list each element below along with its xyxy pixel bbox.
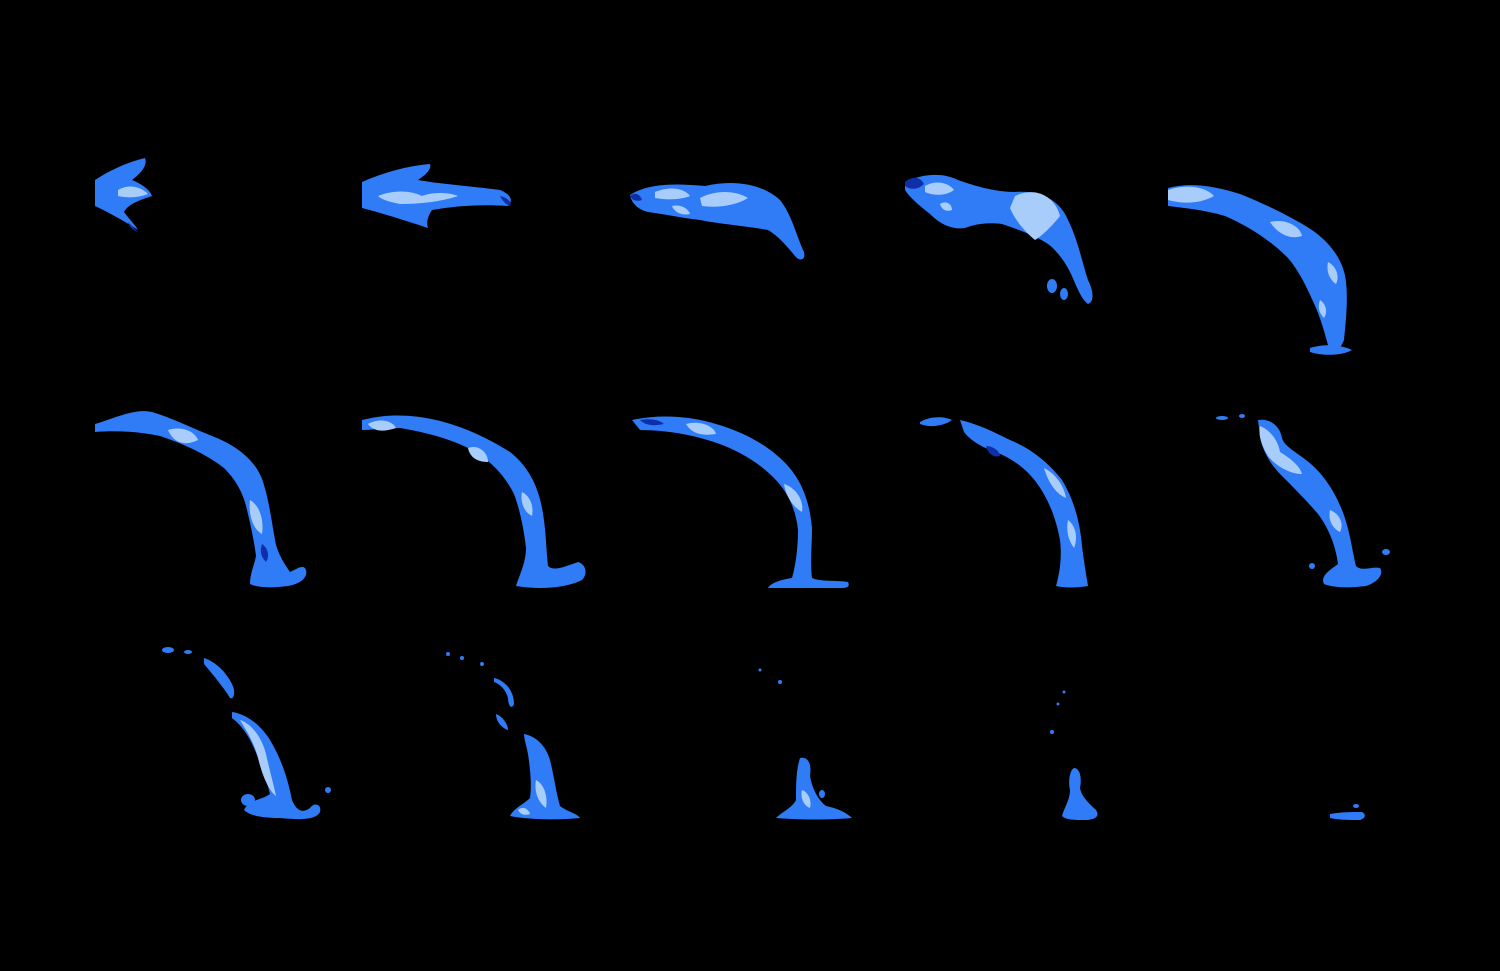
frame-9-water-stream-thinning <box>920 417 1088 588</box>
frame-5-water-stream-touching-ground <box>1168 185 1352 355</box>
frame-15-water-puddle-remnant <box>1330 804 1365 820</box>
frame-14-water-splash-smaller <box>1050 690 1098 820</box>
frame-1-water-jet-emerging <box>95 158 152 232</box>
frame-6-water-stream-splash <box>95 411 307 588</box>
frame-4-water-jet-arc-dripping <box>905 174 1093 304</box>
frame-12-water-droplets-scattered <box>446 652 580 820</box>
frame-2-water-jet-extending <box>362 164 511 228</box>
frame-11-water-droplets-falling <box>162 647 331 820</box>
frame-3-water-jet-beginning-arc <box>630 182 805 260</box>
frame-7-water-stream-splash <box>362 415 586 588</box>
frame-13-water-splash-small <box>758 668 852 820</box>
frame-10-water-stream-breaking-up <box>1216 414 1390 588</box>
frame-8-water-stream-full-arc <box>632 416 849 588</box>
